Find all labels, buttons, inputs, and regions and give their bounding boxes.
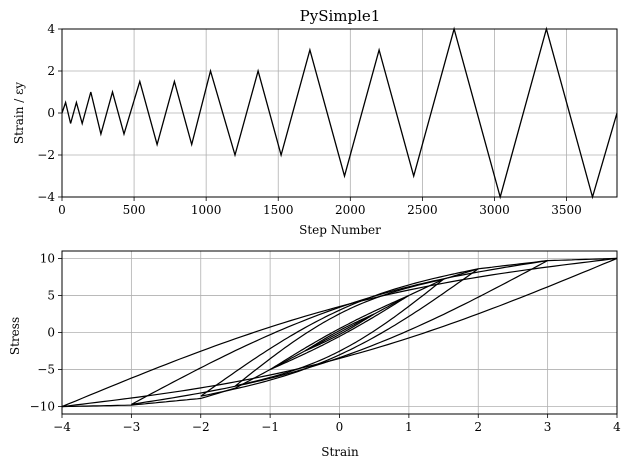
x-tick-label: 0 bbox=[336, 420, 344, 434]
x-tick-label: 1500 bbox=[263, 203, 294, 217]
axes-frame bbox=[61, 28, 618, 198]
y-tick-label: −5 bbox=[37, 363, 55, 377]
x-axis-label: Step Number bbox=[299, 223, 381, 237]
y-tick-label: 4 bbox=[47, 22, 55, 36]
x-tick-label: 3000 bbox=[479, 203, 510, 217]
strain-series-line bbox=[61, 26, 618, 200]
x-tick-label: 2 bbox=[474, 420, 482, 434]
x-tick-label: 0 bbox=[58, 203, 66, 217]
x-tick-label: 2000 bbox=[335, 203, 366, 217]
x-tick-label: 1000 bbox=[191, 203, 222, 217]
x-tick-label: 2500 bbox=[407, 203, 438, 217]
y-tick-label: 5 bbox=[47, 288, 55, 302]
plot-title: PySimple1 bbox=[300, 7, 381, 25]
backbone-curve bbox=[61, 257, 618, 408]
x-tick-label: 500 bbox=[123, 203, 146, 217]
y-axis-label: Strain / εy bbox=[12, 82, 26, 144]
strain-history-plot: PySimple1 0 500 1000 1500 2000 2500 3000 3500 −4… bbox=[12, 7, 618, 237]
hysteresis-loop bbox=[131, 260, 548, 405]
x-tick-label: −1 bbox=[261, 420, 279, 434]
y-axis-label: Stress bbox=[8, 317, 22, 355]
x-tick-label: −2 bbox=[192, 420, 210, 434]
x-tick-label: −4 bbox=[53, 420, 71, 434]
x-tick-label: −3 bbox=[123, 420, 141, 434]
hysteresis-loop bbox=[200, 268, 479, 397]
x-tick-label: 3500 bbox=[551, 203, 582, 217]
y-tick-label: 10 bbox=[40, 251, 55, 265]
y-tick-label: 0 bbox=[47, 326, 55, 340]
y-tick-label: 0 bbox=[47, 106, 55, 120]
x-tick-label: 3 bbox=[544, 420, 552, 434]
y-tick-label: 2 bbox=[47, 64, 55, 78]
grid bbox=[61, 28, 617, 198]
x-axis-label: Strain bbox=[321, 445, 359, 459]
y-tick-label: −10 bbox=[30, 400, 55, 414]
y-tick-label: −4 bbox=[37, 190, 55, 204]
y-tick-label: −2 bbox=[37, 148, 55, 162]
x-tick-label: 1 bbox=[405, 420, 413, 434]
x-tick-label: 4 bbox=[613, 420, 621, 434]
ticks: 0 500 1000 1500 2000 2500 3000 3500 −4 −2 0 2 4 bbox=[37, 22, 582, 217]
axes-frame bbox=[61, 250, 618, 415]
